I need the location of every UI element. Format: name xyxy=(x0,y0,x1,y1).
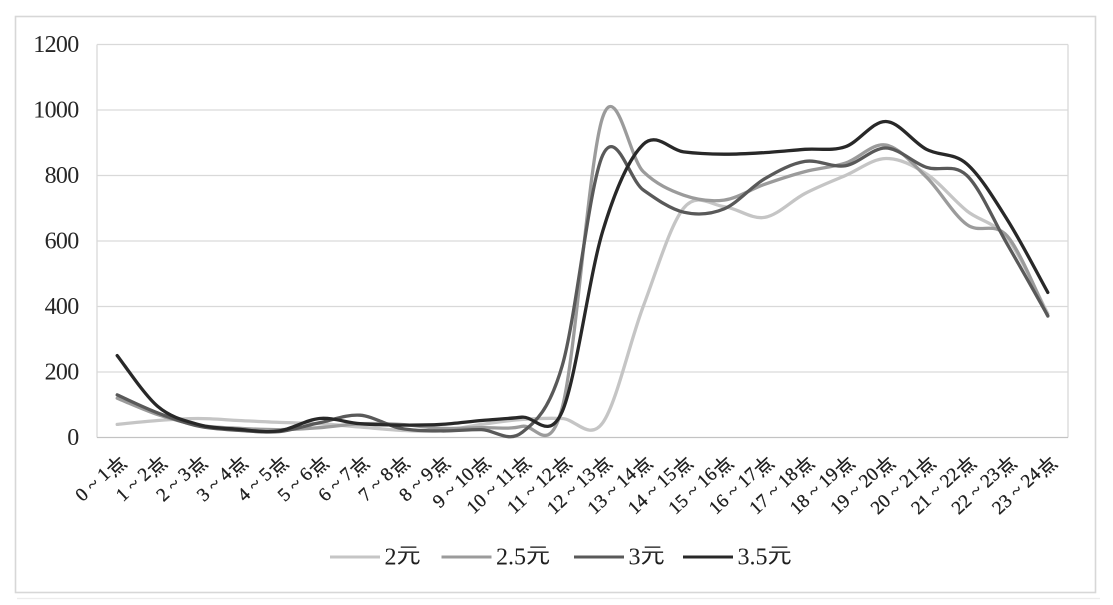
svg-text:3: 3 xyxy=(629,544,641,570)
svg-text:2.5: 2.5 xyxy=(496,544,526,570)
svg-text:1200: 1200 xyxy=(33,32,79,58)
svg-text:0: 0 xyxy=(67,425,79,451)
svg-text:200: 200 xyxy=(45,359,80,385)
svg-text:400: 400 xyxy=(45,294,80,320)
svg-text:3.5: 3.5 xyxy=(738,544,768,570)
svg-text:1000: 1000 xyxy=(33,97,79,123)
svg-text:800: 800 xyxy=(45,163,80,189)
svg-text:2: 2 xyxy=(385,544,397,570)
svg-text:600: 600 xyxy=(45,228,80,254)
